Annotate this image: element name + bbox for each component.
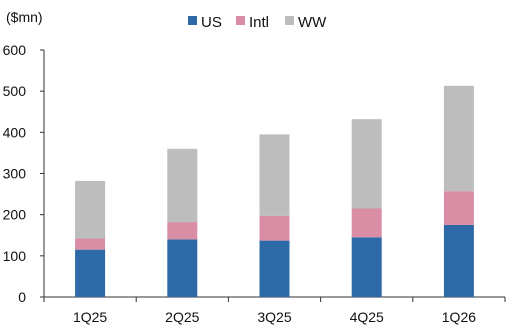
y-tick-label: 400 <box>3 124 27 140</box>
bar-ww-1q25 <box>75 180 106 239</box>
y-tick-label: 600 <box>3 42 27 58</box>
x-tick-label: 4Q25 <box>350 309 384 325</box>
y-tick-label: 500 <box>3 83 27 99</box>
x-tick-label: 3Q25 <box>257 309 291 325</box>
bar-ww-3q25 <box>259 134 290 216</box>
x-tick-label: 2Q25 <box>165 309 199 325</box>
bars <box>75 85 474 297</box>
legend-label-intl: Intl <box>249 14 269 31</box>
bar-us-4q25 <box>351 237 382 297</box>
x-tick-label: 1Q26 <box>442 309 476 325</box>
bar-intl-1q25 <box>75 238 106 250</box>
legend: US Intl WW <box>188 14 327 31</box>
legend-label-ww: WW <box>298 14 327 31</box>
legend-label-us: US <box>201 14 222 31</box>
y-tick-label: 200 <box>3 207 27 223</box>
bar-ww-1q26 <box>443 85 474 192</box>
y-tick-label: 0 <box>18 289 26 305</box>
y-tick-label: 100 <box>3 248 27 264</box>
bar-us-1q25 <box>75 249 106 297</box>
bar-us-1q26 <box>443 224 474 297</box>
bar-us-2q25 <box>167 239 198 297</box>
legend-swatch-intl <box>236 16 245 25</box>
bar-intl-2q25 <box>167 222 198 240</box>
bar-intl-4q25 <box>351 208 382 238</box>
legend-swatch-ww <box>285 16 294 25</box>
y-unit-label: ($mn) <box>6 9 43 25</box>
x-axis: 1Q25 2Q25 3Q25 4Q25 1Q26 <box>43 296 506 325</box>
legend-swatch-us <box>188 16 197 25</box>
bar-intl-3q25 <box>259 215 290 241</box>
y-tick-label: 300 <box>3 166 27 182</box>
bar-intl-1q26 <box>443 191 474 225</box>
x-tick-label: 1Q25 <box>73 309 107 325</box>
bar-ww-2q25 <box>167 148 198 223</box>
bar-us-3q25 <box>259 240 290 297</box>
y-axis: 0 100 200 300 400 500 600 <box>3 42 45 305</box>
bar-ww-4q25 <box>351 119 382 209</box>
